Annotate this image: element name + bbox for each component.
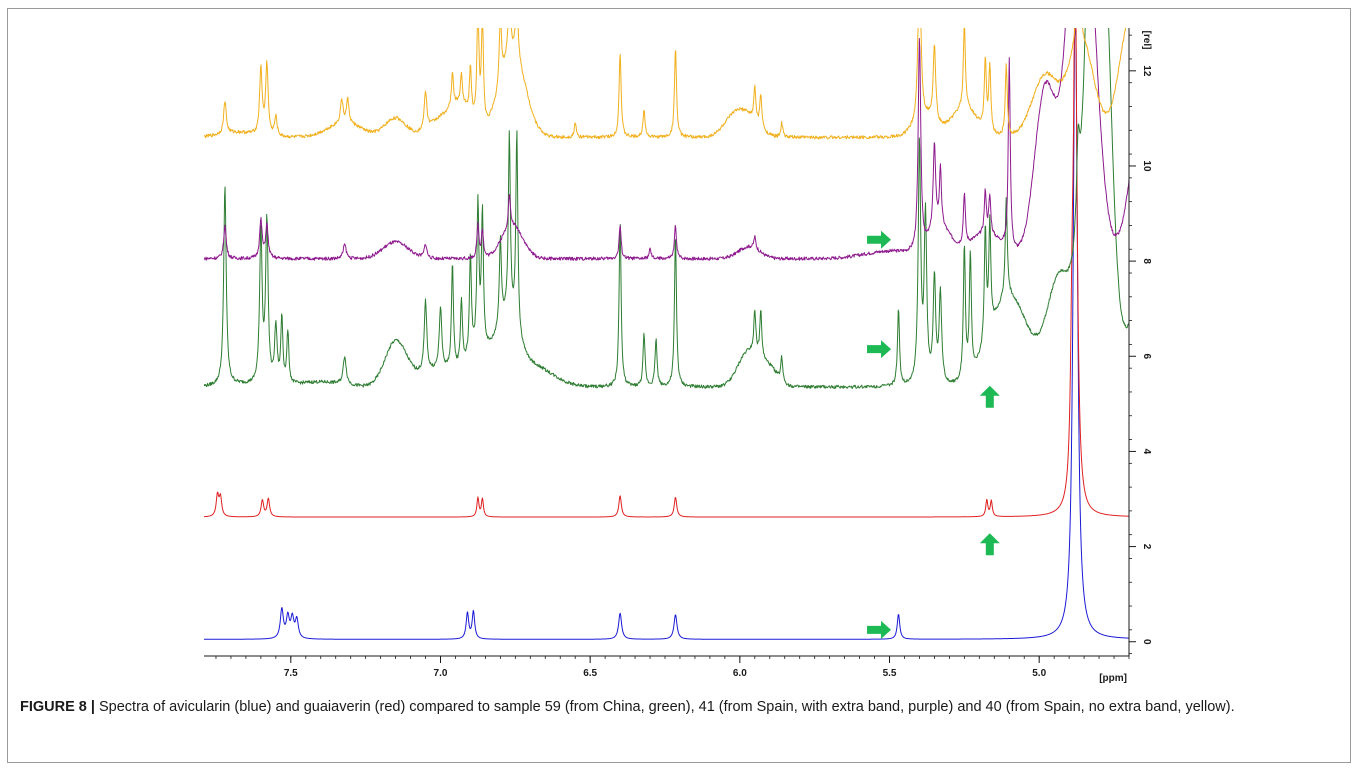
x-tick-label: 7.5 (284, 668, 298, 679)
y-tick-label: 12 (1141, 65, 1152, 77)
figure-caption-text: Spectra of avicularin (blue) and guaiave… (99, 699, 1235, 715)
x-axis-label: [ppm] (1099, 673, 1127, 684)
y-tick-label: 8 (1141, 258, 1152, 264)
series-avicularin-line (204, 28, 1129, 640)
series-sample-40-line (204, 28, 1127, 140)
series-sample-41-line (204, 28, 1129, 261)
figure-frame (7, 8, 1351, 763)
spectra-traces (204, 28, 1129, 640)
y-tick-label: 0 (1141, 639, 1152, 645)
green-arrow-up-icon (979, 385, 1000, 408)
series-guaiaverin-line (204, 28, 1129, 518)
y-axis-label: [rel] (1141, 31, 1152, 50)
y-tick-label: 4 (1141, 449, 1152, 455)
green-arrow-right-icon (867, 230, 892, 249)
green-arrow-right-icon (867, 340, 892, 359)
y-tick-label: 2 (1141, 544, 1152, 550)
x-tick-label: 6.5 (583, 668, 597, 679)
series-sample-59-line (204, 28, 1129, 389)
arrow-annotations (867, 230, 1000, 639)
x-tick-label: 5.0 (1032, 668, 1046, 679)
axes: 7.5 7.0 6.5 6.0 5.5 5.0 [ppm] 0 2 4 6 8 10 12 [rel] (204, 28, 1152, 684)
y-tick-label: 6 (1141, 353, 1152, 359)
green-arrow-right-icon (867, 620, 892, 639)
y-tick-label: 10 (1141, 160, 1152, 172)
green-arrow-up-icon (979, 533, 1000, 556)
x-tick-label: 7.0 (434, 668, 448, 679)
figure-label: FIGURE 8 | (20, 699, 95, 715)
x-tick-label: 6.0 (733, 668, 747, 679)
figure-caption: FIGURE 8 | Spectra of avicularin (blue) … (20, 697, 1340, 718)
x-tick-label: 5.5 (883, 668, 897, 679)
nmr-spectra-chart: 7.5 7.0 6.5 6.0 5.5 5.0 [ppm] 0 2 4 6 8 10 12 [rel] (204, 28, 1152, 684)
